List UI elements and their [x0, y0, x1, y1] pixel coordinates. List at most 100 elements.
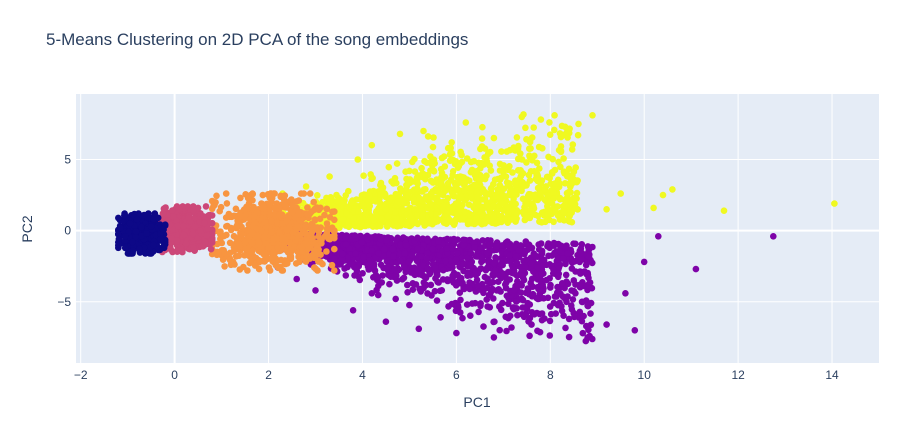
data-point — [492, 254, 499, 261]
data-point — [557, 242, 564, 249]
data-point — [245, 199, 253, 207]
data-point — [467, 260, 475, 268]
data-point — [584, 271, 592, 279]
data-point — [426, 219, 433, 227]
data-point — [585, 253, 593, 261]
data-point — [551, 126, 558, 134]
data-point — [474, 193, 481, 201]
data-point — [404, 192, 412, 199]
data-point — [344, 254, 351, 261]
data-point — [576, 308, 584, 316]
data-point — [449, 171, 457, 179]
data-point — [472, 271, 480, 279]
data-point — [380, 245, 388, 253]
data-point — [554, 289, 561, 296]
data-point — [424, 290, 431, 297]
data-point — [512, 181, 519, 188]
data-point — [231, 212, 238, 220]
data-point — [315, 206, 323, 214]
data-point — [230, 243, 238, 251]
data-point — [496, 176, 504, 183]
data-point — [348, 199, 355, 206]
data-point — [312, 224, 319, 232]
data-point — [473, 167, 481, 175]
data-point — [436, 287, 444, 295]
data-point — [568, 259, 576, 266]
data-point — [383, 236, 391, 244]
data-point — [503, 327, 510, 335]
data-point — [452, 200, 460, 207]
data-point — [355, 208, 362, 215]
data-point — [770, 233, 777, 240]
data-point — [515, 247, 523, 254]
data-point — [564, 280, 572, 288]
data-point — [505, 300, 512, 308]
data-point — [439, 276, 447, 283]
data-point — [692, 265, 700, 273]
data-point — [343, 209, 351, 217]
data-point — [454, 302, 462, 309]
data-point — [302, 258, 310, 265]
data-point — [444, 179, 452, 187]
data-point — [517, 242, 524, 249]
data-point — [518, 272, 525, 279]
data-point — [414, 234, 421, 242]
data-point — [375, 282, 382, 290]
data-point — [536, 190, 544, 197]
data-point — [669, 186, 676, 193]
data-point — [440, 202, 447, 210]
data-point — [508, 324, 515, 331]
data-point — [490, 213, 498, 221]
data-point — [342, 241, 350, 248]
data-point — [550, 299, 558, 307]
data-point — [318, 240, 325, 247]
data-point — [568, 287, 575, 294]
data-point — [261, 218, 269, 226]
data-point — [401, 264, 408, 271]
data-point — [533, 309, 541, 317]
data-point — [538, 310, 546, 317]
data-point — [458, 151, 465, 159]
data-point — [304, 211, 311, 218]
data-point — [509, 264, 516, 271]
data-point — [546, 317, 554, 325]
data-point — [192, 223, 199, 230]
data-point — [180, 231, 188, 239]
data-point — [447, 144, 455, 152]
data-point — [534, 196, 541, 204]
data-point — [504, 268, 512, 276]
data-point — [534, 212, 542, 220]
data-point — [530, 268, 537, 275]
data-point — [587, 310, 594, 317]
data-point — [509, 304, 517, 312]
data-point — [547, 310, 555, 318]
data-point — [529, 200, 536, 207]
data-point — [565, 333, 573, 341]
data-point — [477, 302, 484, 310]
data-point — [180, 222, 187, 230]
data-point — [460, 236, 467, 244]
data-point — [490, 134, 498, 142]
data-point — [277, 256, 285, 264]
data-point — [429, 161, 436, 169]
data-point — [569, 141, 577, 148]
data-point — [411, 271, 419, 279]
data-point — [456, 289, 464, 297]
data-point — [551, 112, 558, 119]
data-point — [486, 241, 493, 249]
data-point — [384, 212, 392, 220]
data-point — [269, 254, 277, 261]
data-point — [659, 191, 667, 199]
data-point — [509, 190, 517, 197]
data-point — [387, 273, 395, 281]
data-point — [244, 194, 252, 202]
data-point — [490, 295, 497, 302]
data-point — [467, 193, 475, 201]
data-point — [420, 279, 428, 286]
data-point — [271, 204, 279, 211]
data-point — [339, 250, 347, 258]
data-point — [497, 306, 505, 314]
data-point — [474, 282, 482, 290]
data-point — [266, 206, 274, 214]
